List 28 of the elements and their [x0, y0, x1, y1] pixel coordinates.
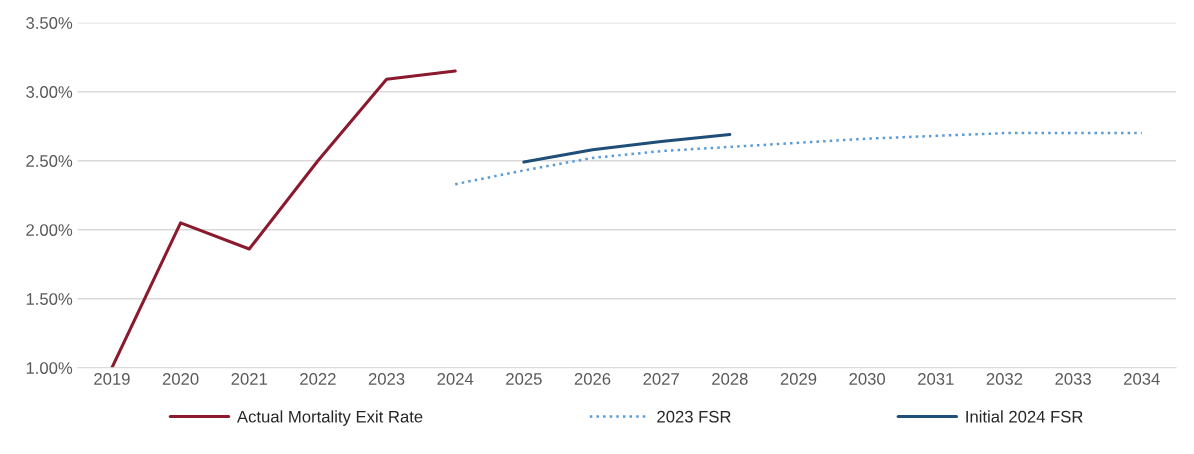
x-tick-label: 2024: [437, 373, 474, 385]
x-tick-label: 2028: [712, 373, 748, 385]
x-tick-label: 2031: [918, 373, 954, 385]
line-series: [522, 132, 732, 164]
y-tick-label: 2.50%: [26, 155, 73, 167]
x-tick-label: 2034: [1124, 373, 1160, 385]
x-tick-label: 2030: [849, 373, 886, 385]
y-tick-label: 1.50%: [26, 293, 73, 305]
x-tick-label: 2021: [231, 373, 267, 385]
legend-label: Initial 2024 FSR: [966, 410, 1083, 423]
y-tick-label: 2.00%: [26, 224, 73, 236]
x-tick-label: 2029: [780, 373, 817, 385]
y-tick-label: 1.00%: [26, 362, 73, 374]
line-series: [110, 69, 457, 368]
line-series: [453, 131, 1144, 186]
x-tick-label: 2019: [94, 373, 130, 385]
legend-label: Actual Mortality Exit Rate: [237, 410, 423, 426]
x-tick-label: 2032: [986, 373, 1023, 385]
y-tick-label: 3.50%: [26, 17, 73, 29]
x-tick-label: 2025: [506, 373, 542, 385]
x-tick-label: 2022: [300, 373, 336, 385]
x-tick-label: 2023: [368, 373, 405, 385]
legend-label: 2023 FSR: [657, 410, 731, 423]
y-tick-label: 3.00%: [26, 86, 73, 98]
x-tick-label: 2020: [162, 373, 199, 385]
x-tick-label: 2033: [1055, 373, 1091, 385]
x-tick-label: 2026: [574, 373, 611, 385]
x-tick-label: 2027: [643, 373, 679, 385]
